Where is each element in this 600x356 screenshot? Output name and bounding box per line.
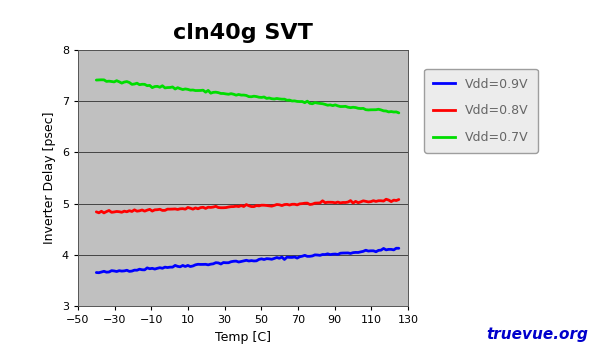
Text: truevue.org: truevue.org	[486, 327, 588, 342]
X-axis label: Temp [C]: Temp [C]	[215, 331, 271, 344]
Legend: Vdd=0.9V, Vdd=0.8V, Vdd=0.7V: Vdd=0.9V, Vdd=0.8V, Vdd=0.7V	[424, 69, 538, 153]
Title: cln40g SVT: cln40g SVT	[173, 23, 313, 43]
Y-axis label: Inverter Delay [psec]: Inverter Delay [psec]	[43, 112, 56, 244]
